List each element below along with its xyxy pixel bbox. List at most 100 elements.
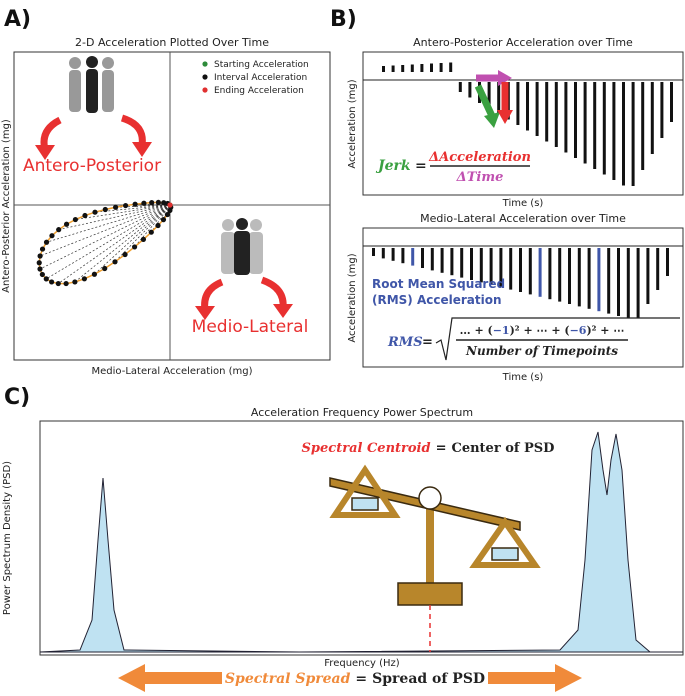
bar: [593, 82, 596, 169]
arrow: [122, 118, 142, 145]
bar: [558, 248, 561, 302]
point: [141, 237, 146, 242]
point: [133, 202, 138, 207]
balance-scale: [330, 470, 535, 652]
arrow: [484, 112, 500, 128]
connector: [46, 205, 170, 279]
point: [82, 213, 87, 218]
annotation: Spectral Spread=Spread of PSD: [225, 671, 485, 687]
panel-title: Acceleration Frequency Power Spectrum: [251, 406, 473, 419]
bar: [578, 248, 581, 306]
formula-part: )² + ⋯: [586, 324, 624, 337]
connector: [75, 205, 170, 282]
formula-eq: =: [415, 158, 427, 174]
point: [49, 279, 54, 284]
point: [92, 272, 97, 277]
point: [132, 244, 137, 249]
trajectory: [37, 200, 174, 286]
formula-part: −1: [493, 324, 510, 337]
term: Spectral Centroid: [302, 441, 431, 456]
note: Root Mean Squared: [372, 277, 505, 291]
y-label: Power Spectrum Density (PSD): [2, 461, 13, 615]
point: [149, 200, 154, 205]
arrow: [497, 110, 513, 124]
bar: [519, 248, 522, 292]
formula-part: … + (: [460, 324, 493, 337]
point: [103, 207, 108, 212]
bar: [372, 248, 375, 256]
legend-marker: [202, 74, 207, 79]
point: [123, 203, 128, 208]
point: [56, 281, 61, 286]
figure-icon: [221, 218, 263, 275]
formula-eq: =: [355, 671, 367, 687]
point: [112, 259, 117, 264]
psd-curve: [40, 432, 683, 652]
x-label: Time (s): [502, 372, 544, 383]
point: [64, 222, 69, 227]
x-label: Time (s): [502, 198, 544, 209]
arrow: [488, 664, 582, 692]
bar: [670, 82, 673, 122]
y-label: Acceleration (mg): [347, 253, 358, 342]
point: [92, 210, 97, 215]
bar: [449, 63, 452, 73]
annotation: Medio-Lateral: [192, 317, 309, 337]
arrow: [273, 304, 293, 318]
connector: [75, 205, 170, 220]
bar: [392, 248, 395, 261]
bar: [612, 82, 615, 180]
term: Spectral Spread: [225, 671, 351, 687]
point: [73, 217, 78, 222]
bar: [539, 248, 542, 297]
point: [141, 201, 146, 206]
formula-eq: =: [422, 335, 433, 350]
bar: [382, 248, 385, 258]
bar: [641, 82, 644, 170]
formula-numerator: … + (−1)² + ⋯ + (−6)² + ⋯: [460, 324, 625, 337]
panel-title: Antero-Posterior Acceleration over Time: [413, 36, 633, 49]
formula-denominator: Number of Timepoints: [465, 344, 618, 358]
point: [64, 281, 69, 286]
formula-denominator: ΔTime: [456, 170, 504, 185]
formula-term: Jerk: [375, 158, 411, 174]
bar: [627, 248, 630, 318]
point: [155, 223, 160, 228]
bar: [401, 65, 404, 72]
point: [122, 252, 127, 257]
bar: [646, 248, 649, 304]
bar: [607, 248, 610, 314]
bar: [597, 248, 600, 311]
point: [156, 200, 161, 205]
bar: [450, 248, 453, 275]
legend-marker: [202, 87, 207, 92]
point: [37, 253, 42, 258]
y-label: Acceleration (mg): [347, 79, 358, 168]
point: [40, 246, 45, 251]
plot-frame: [363, 52, 683, 195]
annotation: Spectral Centroid=Center of PSD: [302, 441, 555, 456]
bar: [584, 82, 587, 164]
point: [113, 205, 118, 210]
bar: [564, 82, 567, 153]
bar: [441, 248, 444, 273]
point: [72, 279, 77, 284]
arrow: [118, 664, 222, 692]
bar: [382, 66, 385, 72]
bar: [603, 82, 606, 175]
legend-label: Interval Acceleration: [214, 73, 307, 83]
bar: [651, 82, 654, 154]
bar: [468, 82, 471, 98]
legend-label: Ending Acceleration: [214, 86, 304, 96]
point: [165, 212, 170, 217]
bar: [470, 248, 473, 280]
x-label: Frequency (Hz): [324, 658, 400, 669]
point: [40, 272, 45, 277]
formula-eq: =: [436, 441, 447, 456]
formula-term: RMS: [387, 335, 423, 350]
figure-icon: [69, 56, 114, 113]
bar: [526, 82, 529, 131]
bar: [411, 248, 414, 266]
formula-numerator: ΔAcceleration: [428, 150, 531, 165]
